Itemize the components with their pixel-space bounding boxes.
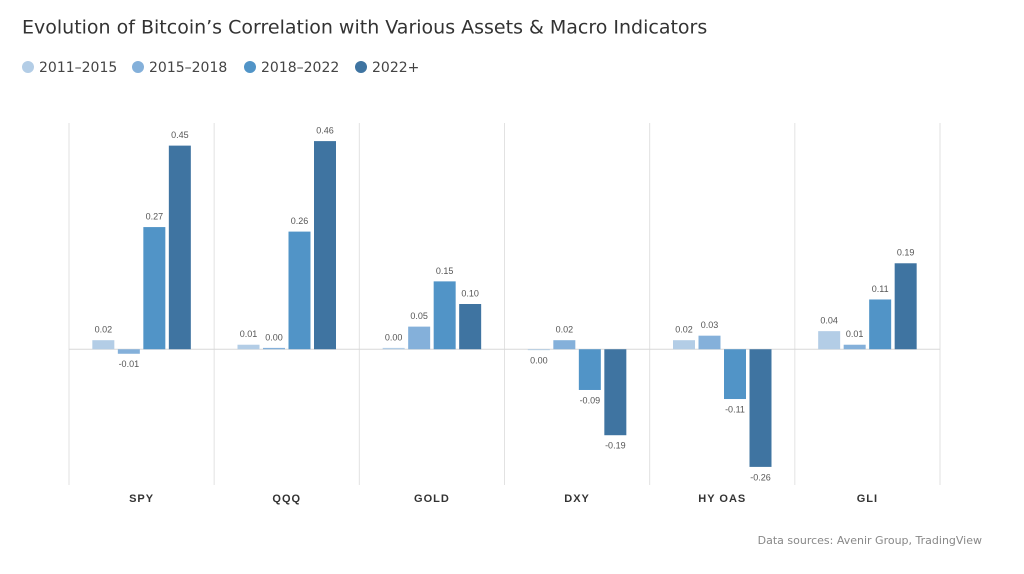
- value-label: 0.00: [265, 332, 283, 342]
- value-label: 0.04: [820, 316, 838, 326]
- value-label: 0.19: [897, 248, 915, 258]
- value-label: 0.02: [556, 325, 574, 335]
- bar: [818, 331, 841, 350]
- value-label: -0.09: [580, 395, 601, 405]
- bar: [869, 299, 892, 350]
- value-label: 0.01: [240, 329, 258, 339]
- value-label: 0.00: [530, 356, 548, 366]
- bar: [288, 231, 311, 350]
- value-label: 0.26: [291, 216, 309, 226]
- chart-title: Evolution of Bitcoin’s Correlation with …: [22, 17, 707, 39]
- bar: [459, 304, 482, 350]
- bar: [143, 227, 166, 350]
- bar: [553, 340, 576, 350]
- bar: [168, 145, 191, 350]
- legend-swatch: [244, 61, 256, 73]
- x-tick-label: DXY: [564, 493, 590, 505]
- legend-label: 2022+: [372, 60, 419, 76]
- bar: [673, 340, 695, 350]
- x-tick-label: GOLD: [414, 493, 450, 505]
- value-label: -0.11: [725, 404, 745, 414]
- value-label: 0.02: [95, 325, 113, 335]
- x-tick-label: QQQ: [272, 493, 301, 505]
- bar: [433, 281, 456, 350]
- value-label: 0.02: [675, 325, 693, 335]
- value-label: 0.27: [146, 211, 164, 221]
- bar: [843, 344, 866, 350]
- bar: [698, 335, 721, 350]
- legend-label: 2015–2018: [149, 60, 227, 76]
- bar: [894, 263, 917, 350]
- bar: [724, 349, 746, 400]
- bar: [382, 347, 405, 350]
- bar: [314, 141, 336, 350]
- bar: [92, 340, 115, 350]
- value-label: -0.26: [750, 472, 771, 482]
- bar: [263, 347, 285, 350]
- legend-label: 2011–2015: [39, 60, 117, 76]
- x-tick-label: HY OAS: [698, 493, 746, 505]
- value-label: 0.03: [701, 320, 719, 330]
- source-note: Data sources: Avenir Group, TradingView: [758, 534, 982, 547]
- value-label: 0.11: [872, 284, 889, 294]
- value-label: -0.01: [119, 359, 140, 369]
- bar: [578, 349, 601, 390]
- legend-label: 2018–2022: [261, 60, 339, 76]
- bar: [527, 349, 550, 351]
- value-label: -0.19: [605, 441, 626, 451]
- bar: [749, 349, 772, 467]
- legend-swatch: [132, 61, 144, 73]
- value-label: 0.01: [846, 329, 864, 339]
- value-label: 0.15: [436, 266, 454, 276]
- x-tick-label: SPY: [129, 493, 154, 505]
- x-tick-label: GLI: [857, 493, 878, 505]
- legend-swatch: [22, 61, 34, 73]
- value-label: 0.00: [385, 332, 403, 342]
- value-label: 0.45: [171, 130, 189, 140]
- bar: [117, 349, 140, 354]
- bar: [237, 344, 260, 350]
- value-label: 0.10: [461, 288, 479, 298]
- value-label: 0.46: [316, 125, 334, 135]
- bar: [408, 326, 431, 350]
- value-label: 0.05: [410, 311, 428, 321]
- bar: [604, 349, 627, 436]
- legend-swatch: [355, 61, 367, 73]
